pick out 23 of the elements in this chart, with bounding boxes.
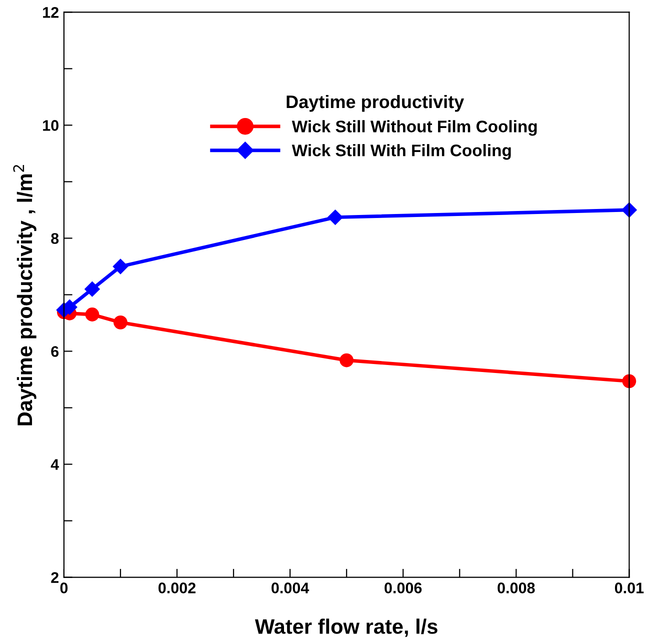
y-tick-label: 6 [51,346,59,357]
x-tick-label: 0.008 [498,582,535,594]
y-tick-label: 2 [51,572,58,583]
point [112,258,128,274]
x-axis-title: Water flow rate, l/s [254,618,438,637]
y-tick-label: 4 [50,459,60,470]
legend-label: Wick Still Without Film Cooling [292,120,537,136]
point [328,210,343,225]
y-tick-label: 12 [43,7,58,18]
x-tick-label: 0.002 [158,582,196,594]
point [85,308,100,322]
point [114,315,128,330]
point [340,353,354,368]
y-tick-label: 8 [51,233,59,244]
legend-title: Daytime productivity [286,94,464,112]
y-tick-label: 10 [43,120,58,131]
x-tick-label: 0 [60,582,68,594]
x-tick-label: 0.01 [614,582,644,594]
x-tick-label: 0.006 [384,582,422,594]
y-axis-title: Daytime productivity , l/m$^{2}$ [13,165,36,426]
legend-label: Wick Still With Film Cooling [292,144,511,160]
x-tick-label: 0.004 [272,582,310,594]
point [84,282,100,297]
